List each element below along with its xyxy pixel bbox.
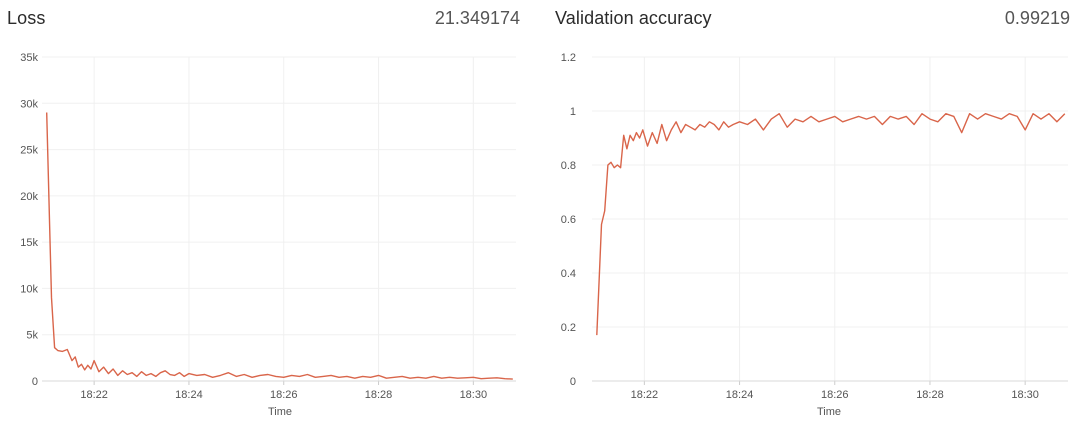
x-tick-label: 18:24	[175, 389, 203, 401]
validation-accuracy-title: Validation accuracy	[555, 8, 712, 28]
y-tick-label: 0.6	[561, 214, 576, 226]
y-tick-label: 0.8	[561, 160, 576, 172]
y-tick-label: 35k	[20, 52, 38, 64]
loss-title: Loss	[7, 8, 46, 28]
x-tick-label: 18:26	[270, 389, 298, 401]
y-tick-label: 25k	[20, 145, 38, 157]
x-tick-label: 18:24	[726, 389, 754, 401]
validation-accuracy-panel: Validation accuracy 0.99219 0 0.2 0.4 0.6 0.…	[548, 0, 1080, 422]
y-tick-label: 0.2	[561, 322, 576, 334]
y-tick-label: 1	[570, 106, 576, 118]
gridlines	[42, 56, 516, 382]
validation-accuracy-value: 0.99219	[1004, 8, 1070, 28]
x-tick-label: 18:28	[916, 389, 944, 401]
y-tick-label: 10k	[20, 283, 38, 295]
x-tick-label: 18:26	[821, 389, 849, 401]
x-axis-title: Time	[268, 406, 292, 418]
x-tick-label: 18:30	[460, 389, 488, 401]
y-tick-label: 20k	[20, 191, 38, 203]
x-tick-label: 18:28	[365, 389, 393, 401]
series-line	[596, 112, 1066, 336]
loss-chart: 0 5k 10k 15k 20k 25k 30k 35k 18:22 18:24 18:26 18:2…	[20, 52, 516, 418]
loss-panel: Loss 21.349174 0 5k 10k 15k 20k 25k 30k 35k 18:2…	[0, 0, 530, 422]
y-tick-label: 30k	[20, 98, 38, 110]
y-tick-label: 0	[570, 376, 576, 388]
validation-accuracy-header: Validation accuracy 0.99219	[555, 8, 1070, 34]
y-tick-label: 0	[32, 376, 38, 388]
x-tick-label: 18:22	[631, 389, 659, 401]
y-tick-label: 0.4	[561, 268, 576, 280]
series-line	[46, 112, 513, 380]
y-tick-label: 5k	[26, 330, 38, 342]
validation-accuracy-chart: 0 0.2 0.4 0.6 0.8 1 1.2 18:22 18:24 18:26 18:28 18:…	[561, 52, 1068, 418]
loss-value: 21.349174	[434, 8, 520, 28]
gridlines	[592, 56, 1068, 382]
y-tick-label: 15k	[20, 237, 38, 249]
loss-header: Loss 21.349174	[7, 8, 520, 34]
y-tick-label: 1.2	[561, 52, 576, 64]
x-tick-label: 18:30	[1011, 389, 1039, 401]
x-axis-title: Time	[817, 406, 841, 418]
x-tick-label: 18:22	[80, 389, 108, 401]
